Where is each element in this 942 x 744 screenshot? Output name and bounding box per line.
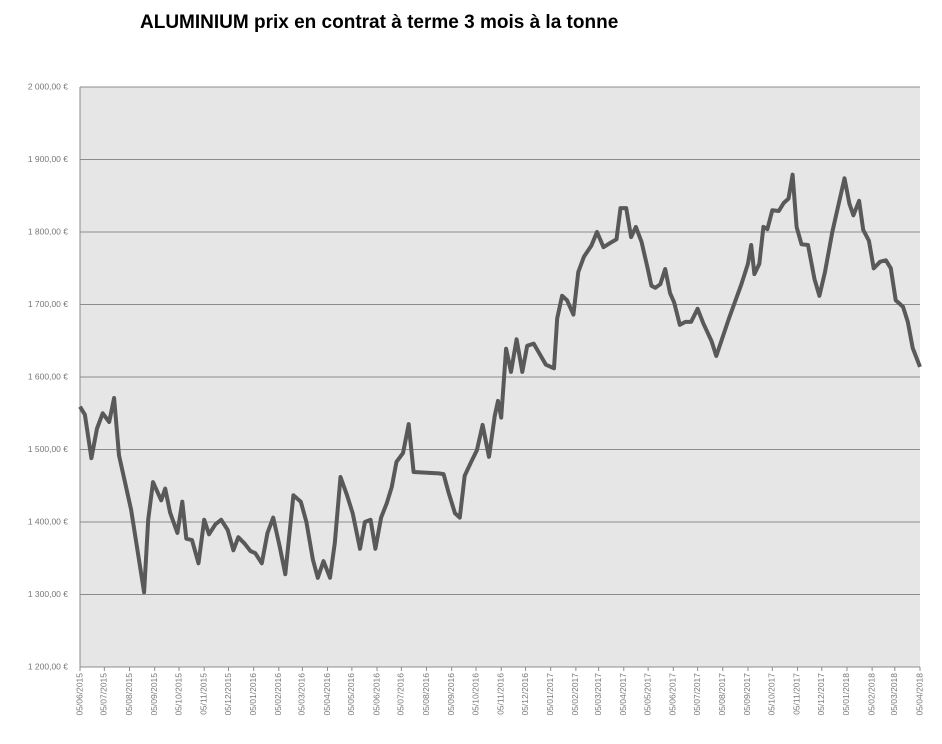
x-tick-label: 05/11/2015 [198,673,208,715]
x-tick-label: 05/04/2016 [322,673,332,716]
x-tick-label: 05/01/2017 [545,673,555,716]
y-tick-label: 1 900,00 € [28,154,68,164]
x-tick-label: 05/10/2017 [767,673,777,716]
x-tick-label: 05/01/2018 [841,673,851,716]
x-tick-label: 05/02/2018 [866,673,876,716]
x-tick-label: 05/06/2015 [74,673,84,716]
x-tick-label: 05/07/2016 [396,673,406,716]
y-tick-label: 1 700,00 € [28,299,68,309]
x-tick-label: 05/12/2017 [816,673,826,716]
x-tick-label: 05/11/2016 [495,673,505,715]
x-tick-label: 05/09/2016 [446,673,456,716]
y-tick-label: 1 200,00 € [28,661,68,671]
x-tick-label: 05/05/2016 [346,673,356,716]
x-tick-label: 05/04/2017 [618,673,628,716]
x-tick-label: 05/08/2016 [421,673,431,716]
x-tick-label: 05/06/2016 [371,673,381,716]
x-tick-label: 05/07/2015 [99,673,109,716]
x-tick-label: 05/12/2016 [520,673,530,716]
x-tick-label: 05/11/2017 [792,673,802,715]
y-tick-label: 2 000,00 € [28,81,68,91]
chart-title: ALUMINIUM prix en contrat à terme 3 mois… [140,12,618,33]
x-tick-label: 05/04/2018 [914,673,924,716]
x-tick-label: 05/10/2015 [173,673,183,716]
x-tick-label: 05/09/2015 [149,673,159,716]
y-tick-label: 1 300,00 € [28,589,68,599]
x-tick-label: 05/03/2017 [593,673,603,716]
y-tick-label: 1 600,00 € [28,371,68,381]
x-tick-label: 05/02/2017 [570,673,580,716]
y-tick-label: 1 800,00 € [28,226,68,236]
x-tick-label: 05/05/2017 [642,673,652,716]
x-tick-label: 05/09/2017 [742,673,752,716]
x-tick-label: 05/07/2017 [692,673,702,716]
x-tick-label: 05/03/2016 [297,673,307,716]
y-tick-label: 1 400,00 € [28,516,68,526]
x-tick-label: 05/02/2016 [273,673,283,716]
x-tick-label: 05/06/2017 [668,673,678,716]
y-tick-label: 1 500,00 € [28,444,68,454]
x-tick-label: 05/08/2015 [124,673,134,716]
x-tick-label: 05/10/2016 [470,673,480,716]
x-tick-label: 05/01/2016 [248,673,258,716]
x-tick-label: 05/08/2017 [717,673,727,716]
x-tick-label: 05/03/2018 [889,673,899,716]
data-line [78,172,922,595]
x-tick-label: 05/12/2015 [223,673,233,716]
